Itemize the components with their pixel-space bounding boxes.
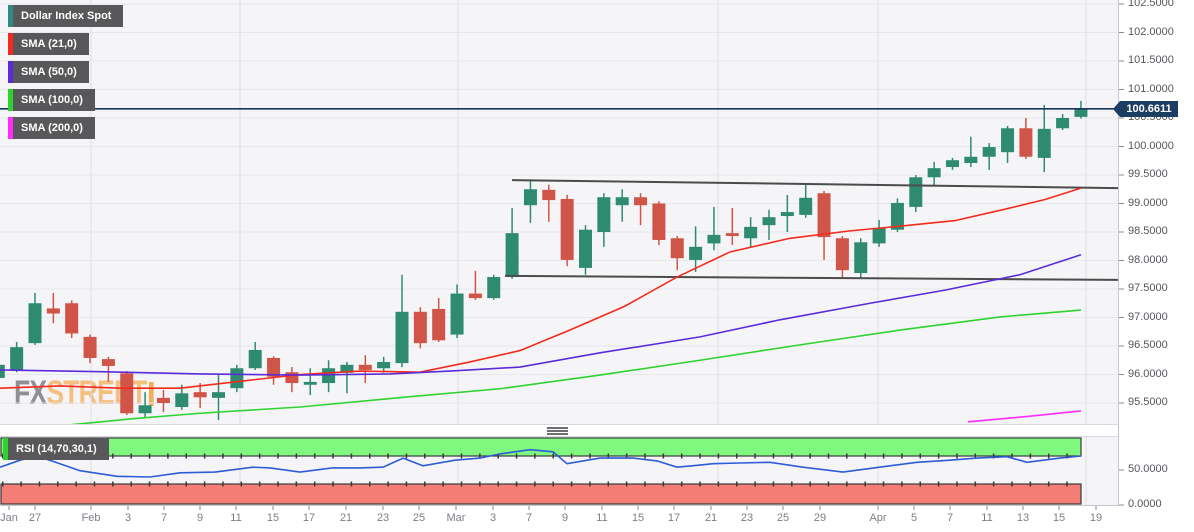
legend-item-sma-100-0[interactable]: SMA (100,0) (8, 89, 95, 111)
legend-item-sma-21-0[interactable]: SMA (21,0) (8, 33, 89, 55)
rsi-panel-background (0, 437, 1118, 505)
date-tick-label: 25 (776, 512, 790, 524)
date-tick-label: 23 (740, 512, 754, 524)
date-tick-label: 3 (489, 512, 497, 524)
panel-resize-handle-icon[interactable] (547, 427, 568, 429)
date-tick-label: 11 (981, 512, 993, 524)
date-tick-label: 21 (704, 512, 718, 524)
fxstreet-watermark: FX STREET (14, 374, 154, 413)
date-tick-label: 7 (946, 512, 954, 524)
date-tick-label: Feb (81, 512, 101, 524)
legend-color-stripe (8, 5, 13, 27)
legend-item-label: SMA (200,0) (13, 117, 95, 139)
price-tick-label: 101.0000 (1128, 82, 1174, 95)
date-tick-label: 9 (196, 512, 204, 524)
price-tick-label: 98.5000 (1128, 225, 1168, 237)
legend-color-stripe (8, 89, 13, 111)
price-axis-border (1118, 0, 1119, 505)
rsi-tick-label: 50.0000 (1128, 463, 1168, 475)
rsi-indicator-text: RSI (14,70,30,1) (8, 438, 109, 460)
legend-item-label: SMA (21,0) (13, 33, 89, 55)
date-tick-label: 7 (160, 512, 168, 524)
watermark-fx: FX (14, 374, 47, 412)
legend-item-label: SMA (100,0) (13, 89, 95, 111)
price-tick-label: 96.5000 (1128, 339, 1168, 351)
date-tick-label: 7 (525, 512, 533, 524)
date-tick-label: 23 (376, 512, 390, 524)
rsi-tick-label: 0.0000 (1128, 498, 1162, 510)
price-tick-label: 101.5000 (1128, 54, 1174, 66)
watermark-bar-icon (148, 381, 154, 406)
date-tick-label: 17 (302, 512, 316, 524)
price-tick-label: 98.0000 (1128, 253, 1168, 266)
price-panel-background (0, 0, 1118, 424)
date-tick-label: 21 (339, 512, 353, 524)
date-tick-label: 15 (1052, 512, 1066, 524)
date-tick-label: 19 (1089, 512, 1103, 524)
date-tick-label: 29 (813, 512, 827, 524)
date-tick-label: 11 (596, 512, 608, 524)
price-tick-label: 99.5000 (1128, 168, 1168, 180)
legend-color-stripe (8, 33, 13, 55)
watermark-street: STREET (46, 374, 147, 412)
legend-item-sma-50-0[interactable]: SMA (50,0) (8, 61, 89, 83)
price-tick-label: 97.5000 (1128, 282, 1168, 294)
price-tick-label: 96.0000 (1128, 367, 1168, 380)
date-tick-label: 15 (266, 512, 280, 524)
rsi-indicator-label[interactable]: RSI (14,70,30,1) (3, 438, 109, 460)
date-tick-label: Mar (446, 512, 466, 524)
price-tick-label: 102.0000 (1128, 25, 1174, 38)
price-tick-label: 100.0000 (1128, 139, 1174, 152)
date-tick-label: Apr (869, 512, 887, 524)
date-tick-label: 25 (412, 512, 426, 524)
date-tick-label: 9 (561, 512, 569, 524)
legend-item-label: Dollar Index Spot (13, 5, 124, 27)
legend-item-dollar-index-spot[interactable]: Dollar Index Spot (8, 5, 124, 27)
price-tick-label: 95.5000 (1128, 396, 1168, 408)
legend-color-stripe (8, 61, 13, 83)
date-tick-label: 13 (1016, 512, 1030, 524)
rsi-indicator-stripe (3, 438, 8, 460)
legend: Dollar Index Spot SMA (21,0) SMA (50,0) SMA… (8, 5, 124, 145)
panel-separator (0, 424, 1118, 437)
price-tick-label: 99.0000 (1128, 196, 1168, 209)
date-tick-label: Jan (0, 512, 18, 524)
price-tick-label: 97.0000 (1128, 310, 1168, 323)
date-tick-label: 27 (28, 512, 42, 524)
legend-color-stripe (8, 117, 13, 139)
legend-item-label: SMA (50,0) (13, 61, 89, 83)
price-tick-label: 102.5000 (1128, 0, 1174, 9)
date-tick-label: 15 (631, 512, 645, 524)
date-tick-label: 17 (667, 512, 681, 524)
date-tick-label: 5 (910, 512, 918, 524)
date-tick-label: 3 (124, 512, 132, 524)
time-axis-border (0, 505, 1118, 506)
date-tick-label: 11 (230, 512, 242, 524)
last-price-badge: 100.6611 (1113, 100, 1178, 117)
legend-item-sma-200-0[interactable]: SMA (200,0) (8, 117, 95, 139)
